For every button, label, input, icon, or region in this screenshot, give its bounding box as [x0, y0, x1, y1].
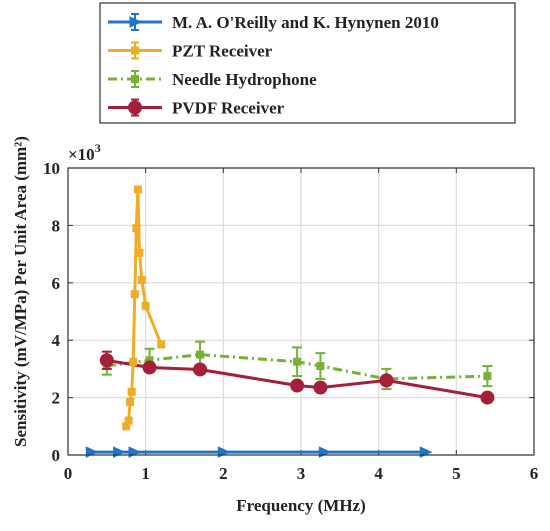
legend-item: Needle Hydrophone — [108, 70, 317, 89]
data-point — [483, 372, 492, 381]
legend-label: Needle Hydrophone — [172, 70, 317, 89]
data-point — [130, 290, 139, 299]
legend: M. A. O'Reilly and K. Hynynen 2010 PZT Re… — [99, 2, 516, 124]
data-point — [313, 380, 328, 395]
data-point — [127, 387, 136, 396]
legend-item: PVDF Receiver — [108, 98, 285, 118]
data-point — [133, 185, 142, 194]
x-tick-label: 1 — [141, 464, 150, 483]
y-tick-label: 10 — [43, 159, 60, 178]
y-tick-label: 6 — [52, 274, 61, 293]
data-point — [129, 357, 138, 366]
data-point — [129, 16, 143, 28]
data-point — [135, 248, 144, 257]
x-tick-label: 2 — [219, 464, 228, 483]
data-point — [379, 373, 394, 388]
data-point — [480, 390, 495, 405]
data-point — [137, 275, 146, 284]
data-point — [193, 362, 208, 377]
y-tick-label: 4 — [52, 331, 61, 350]
data-point — [157, 340, 166, 349]
y-tick-label: 8 — [52, 216, 61, 235]
y-tick-label: 2 — [52, 389, 61, 408]
legend-label: PZT Receiver — [172, 42, 273, 61]
data-point — [124, 416, 133, 425]
data-point — [132, 224, 141, 233]
legend-box — [99, 2, 516, 124]
data-point — [131, 75, 139, 83]
x-tick-label: 3 — [297, 464, 306, 483]
data-point — [316, 362, 325, 371]
series-pzt-receiver — [122, 185, 166, 431]
data-point — [99, 353, 114, 368]
ticks: 0 1 2 3 4 5 6 0 2 4 6 8 10 — [43, 159, 538, 483]
data-point — [126, 397, 135, 406]
data-point — [142, 360, 157, 375]
series-pvdf-receiver — [99, 350, 495, 405]
y-exponent-label: ×103 — [68, 141, 101, 164]
data-point — [293, 357, 302, 366]
x-tick-label: 6 — [530, 464, 539, 483]
legend-label: M. A. O'Reilly and K. Hynynen 2010 — [172, 13, 439, 32]
legend-item: M. A. O'Reilly and K. Hynynen 2010 — [108, 13, 439, 32]
x-axis-label: Frequency (MHz) — [236, 496, 366, 515]
data-point — [290, 378, 305, 393]
x-tick-label: 4 — [374, 464, 383, 483]
data-point — [196, 350, 205, 359]
y-tick-label: 0 — [52, 446, 61, 465]
legend-label: PVDF Receiver — [172, 99, 285, 118]
legend-item: PZT Receiver — [108, 41, 273, 61]
data-point — [131, 46, 139, 55]
axis-frame — [67, 167, 535, 456]
data-point — [141, 301, 150, 310]
x-tick-label: 0 — [64, 464, 73, 483]
x-tick-label: 5 — [452, 464, 461, 483]
y-axis-label: Sensitivity (mV/MPa) Per Unit Area (mm²) — [11, 136, 30, 447]
data-point — [128, 100, 142, 115]
